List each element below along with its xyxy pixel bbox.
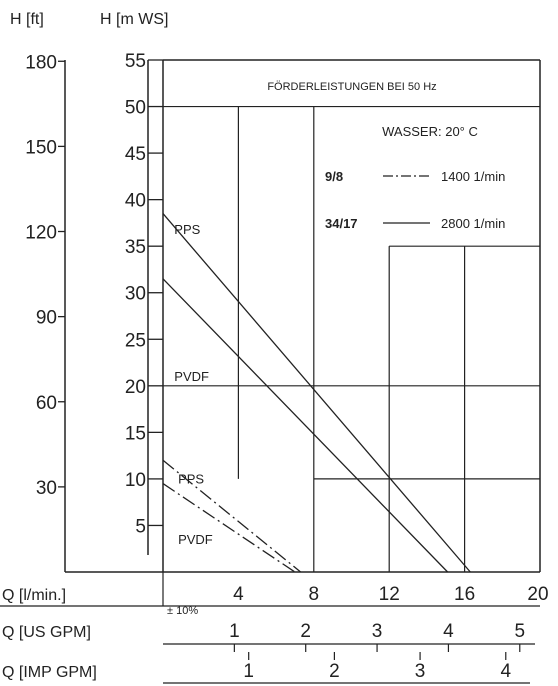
series-line-pvdf-dash-dot [162,483,296,573]
x-axis-title-us-gpm: Q [US GPM] [2,624,91,641]
x-axis-title-imp-gpm: Q [IMP GPM] [2,664,97,681]
x-tick-label: 4 [233,584,244,605]
series-line-pps-solid [162,213,471,573]
us-gpm-tick-label: 1 [229,621,240,642]
y-m-tick-label: 5 [135,516,146,537]
tolerance-label: ± 10% [167,605,198,617]
y-m-tick-label: 10 [125,470,146,491]
y-ft-tick-label: 150 [25,137,57,158]
y-m-axis-title: H [m WS] [100,11,168,28]
y-m-tick-label: 25 [125,330,146,351]
us-gpm-tick-label: 4 [443,621,454,642]
x-tick-label: 20 [527,584,548,605]
series-label: PPS [178,472,204,487]
series-label: PPS [174,222,200,237]
y-ft-tick-label: 60 [36,393,57,414]
y-ft-axis-title: H [ft] [10,11,44,28]
imp-gpm-tick-label: 3 [415,661,426,682]
x-tick-label: 8 [309,584,320,605]
y-m-tick-label: 45 [125,144,146,165]
legend-speed: 2800 1/min [441,216,505,231]
legend-speed: 1400 1/min [441,169,505,184]
y-ft-tick-label: 30 [36,478,57,499]
y-m-tick-label: 15 [125,423,146,444]
y-ft-tick-label: 180 [25,52,57,73]
grid [163,105,540,572]
y-m-tick-label: 20 [125,377,146,398]
series-line-pvdf-solid [162,278,449,573]
x-tick-label: 12 [379,584,400,605]
us-gpm-tick-label: 5 [514,621,525,642]
legend-code: 34/17 [325,216,358,231]
imp-gpm-tick-label: 1 [243,661,254,682]
series-label: PVDF [178,532,213,547]
y-m-tick-label: 40 [125,191,146,212]
y-m-tick-label: 35 [125,237,146,258]
us-gpm-tick-label: 3 [372,621,383,642]
y-m-tick-label: 30 [125,284,146,305]
imp-gpm-tick-label: 2 [329,661,340,682]
y-m-tick-label: 50 [125,98,146,119]
series-lines [162,175,471,573]
y-ft-tick-label: 120 [25,223,57,244]
chart-subtitle: WASSER: 20° C [382,124,478,139]
legend-code: 9/8 [325,169,343,184]
x-tick-label: 16 [454,584,475,605]
series-label: PVDF [174,369,209,384]
series-line-pps-dash-dot [162,459,302,573]
y-m-tick-label: 55 [125,51,146,72]
x-axis-title-lmin: Q [l/min.] [2,587,66,604]
us-gpm-tick-label: 2 [300,621,311,642]
axis-ticks [58,59,521,660]
y-ft-tick-label: 90 [36,308,57,329]
imp-gpm-tick-label: 4 [500,661,511,682]
chart-title: FÖRDERLEISTUNGEN BEI 50 Hz [267,81,436,93]
